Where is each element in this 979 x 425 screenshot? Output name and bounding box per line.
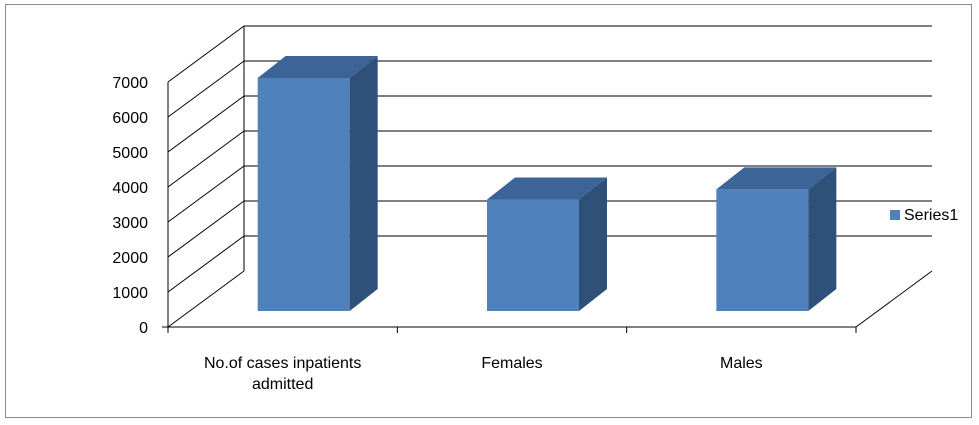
bar-front	[716, 189, 809, 311]
legend-swatch	[890, 210, 900, 220]
x-category-label: Females	[481, 355, 542, 372]
x-category-label: No.of cases inpatients admitted	[204, 355, 361, 393]
y-axis-tick-labels: 0 1000 2000 3000 4000 5000 6000 7000	[112, 75, 148, 337]
x-category-label: Males	[720, 355, 763, 372]
bar-top	[487, 177, 607, 200]
bar-top	[716, 167, 837, 190]
chart-bars	[257, 55, 837, 311]
chart-legend: Series1	[890, 207, 958, 224]
bar-front	[487, 199, 579, 311]
bar	[487, 177, 607, 311]
bar-front	[257, 77, 350, 311]
wall-line-3000	[167, 165, 245, 223]
wall-line-0	[167, 270, 245, 328]
wall-line-2000	[167, 200, 245, 258]
wall-line-1000	[167, 235, 245, 293]
bar-side	[808, 167, 837, 311]
wall-line-6000	[167, 60, 245, 118]
y-tick-label: 6000	[112, 110, 148, 127]
x-category-label-line: Males	[720, 355, 763, 372]
wall-line-7000	[167, 25, 245, 83]
bar	[716, 167, 837, 311]
bar-top	[257, 55, 378, 78]
chart-axes	[162, 26, 933, 333]
x-category-label-line: admitted	[252, 376, 313, 393]
y-tick-label: 2000	[112, 250, 148, 267]
y-tick-label: 4000	[112, 180, 148, 197]
y-tick-label: 0	[139, 320, 148, 337]
floor-right-edge	[855, 270, 933, 328]
wall-line-4000	[167, 130, 245, 188]
y-tick-label: 5000	[112, 145, 148, 162]
bar-side	[349, 55, 378, 311]
x-axis-category-labels: No.of cases inpatients admitted Females Mal…	[204, 355, 763, 393]
y-tick-label: 1000	[112, 285, 148, 302]
wall-line-5000	[167, 95, 245, 153]
bar-side	[579, 177, 607, 311]
legend-label: Series1	[904, 207, 958, 224]
y-tick-label: 7000	[112, 75, 148, 92]
bar	[257, 55, 378, 311]
x-category-label-line: Females	[481, 355, 542, 372]
x-category-label-line: No.of cases inpatients	[204, 355, 361, 372]
y-tick-label: 3000	[112, 215, 148, 232]
